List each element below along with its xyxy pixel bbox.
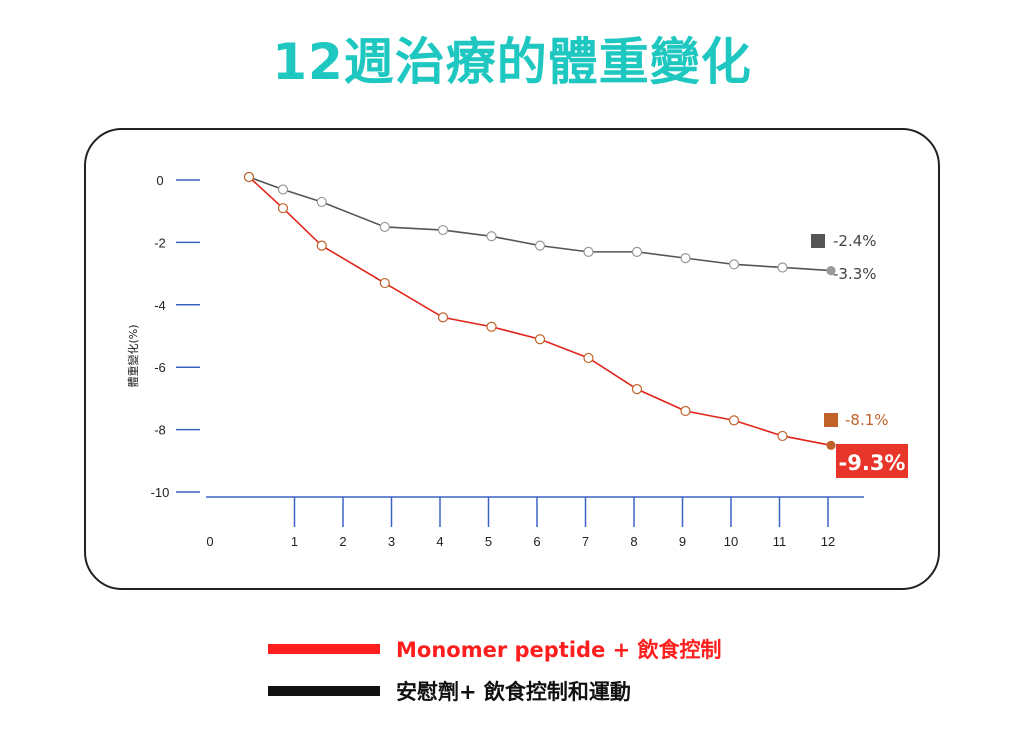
data-point-treatment xyxy=(243,171,255,183)
legend-item-treatment: Monomer peptide + 飲食控制 xyxy=(268,634,868,664)
data-point-placebo xyxy=(728,259,740,270)
y-tick-label: 0 xyxy=(156,173,163,188)
legend-swatch-placebo xyxy=(268,686,380,696)
legend-item-placebo: 安慰劑+ 飲食控制和運動 xyxy=(268,676,868,706)
data-point-treatment xyxy=(486,321,497,332)
x-tick-label: 6 xyxy=(533,534,540,549)
data-point-treatment xyxy=(379,277,390,289)
x-tick-label: 7 xyxy=(582,534,589,549)
data-point-treatment xyxy=(631,384,643,395)
chart-title: 12週治療的體重變化 xyxy=(272,33,752,91)
x-tick-label: 0 xyxy=(206,534,213,549)
y-tick-label: -4 xyxy=(154,298,166,313)
y-axis-title: 體重變化(%) xyxy=(126,324,140,387)
x-tick-label: 2 xyxy=(339,534,346,549)
x-tick-label: 11 xyxy=(773,534,787,549)
legend-swatch-treatment xyxy=(268,644,380,654)
x-tick-label: 9 xyxy=(679,534,686,549)
x-tick-label: 12 xyxy=(821,534,835,549)
x-tick-label: 4 xyxy=(436,534,443,549)
data-point-placebo xyxy=(379,221,390,233)
legend-label-treatment: Monomer peptide + 飲食控制 xyxy=(396,638,722,662)
data-point-placebo xyxy=(316,196,327,208)
data-point-placebo xyxy=(631,246,643,257)
annotation-placebo-mean: -2.4% xyxy=(833,232,877,250)
x-tick-label: 8 xyxy=(630,534,637,549)
data-point-placebo xyxy=(486,231,497,242)
data-point-treatment xyxy=(777,430,788,442)
annotation-treatment-end: -9.3% xyxy=(839,451,906,475)
data-point-treatment xyxy=(316,240,327,251)
data-point-placebo xyxy=(534,240,546,251)
data-point-treatment xyxy=(728,415,740,426)
data-point-treatment xyxy=(437,312,449,323)
data-point-placebo xyxy=(777,262,788,273)
annotation-placebo-end: -3.3% xyxy=(833,265,877,283)
data-point-treatment xyxy=(277,203,289,214)
x-tick-label: 1 xyxy=(291,534,298,549)
annotation-marker-treatment xyxy=(824,413,838,427)
annotation-treatment-mean: -8.1% xyxy=(845,411,889,429)
y-tick-label: -6 xyxy=(154,360,166,375)
data-point-treatment xyxy=(534,334,546,345)
data-point-placebo xyxy=(437,224,449,236)
data-point-treatment xyxy=(583,352,594,364)
chart-frame: 0 -2 -4 -6 -8 -10 體重變化(%) 0 1 2 3 4 5 6 7 8 9 10 11 12 -2.4%… xyxy=(84,128,940,590)
y-tick-label: -2 xyxy=(154,235,166,250)
series-line-placebo xyxy=(248,176,832,272)
x-tick-label: 5 xyxy=(485,534,492,549)
x-tick-label: 3 xyxy=(388,534,395,549)
y-tick-label: -10 xyxy=(151,485,170,500)
series-line-treatment xyxy=(248,176,832,447)
annotation-highlight-box xyxy=(836,444,908,478)
x-tick-label: 10 xyxy=(724,534,738,549)
y-tick-label: -8 xyxy=(154,423,166,438)
data-point-placebo xyxy=(680,253,691,264)
data-point-placebo xyxy=(583,246,594,257)
data-point-placebo xyxy=(277,184,289,195)
data-point-treatment xyxy=(826,440,836,450)
legend-label-placebo: 安慰劑+ 飲食控制和運動 xyxy=(396,680,631,704)
data-point-treatment xyxy=(680,405,691,417)
data-point-placebo xyxy=(826,266,836,276)
annotation-marker-placebo xyxy=(811,234,825,248)
